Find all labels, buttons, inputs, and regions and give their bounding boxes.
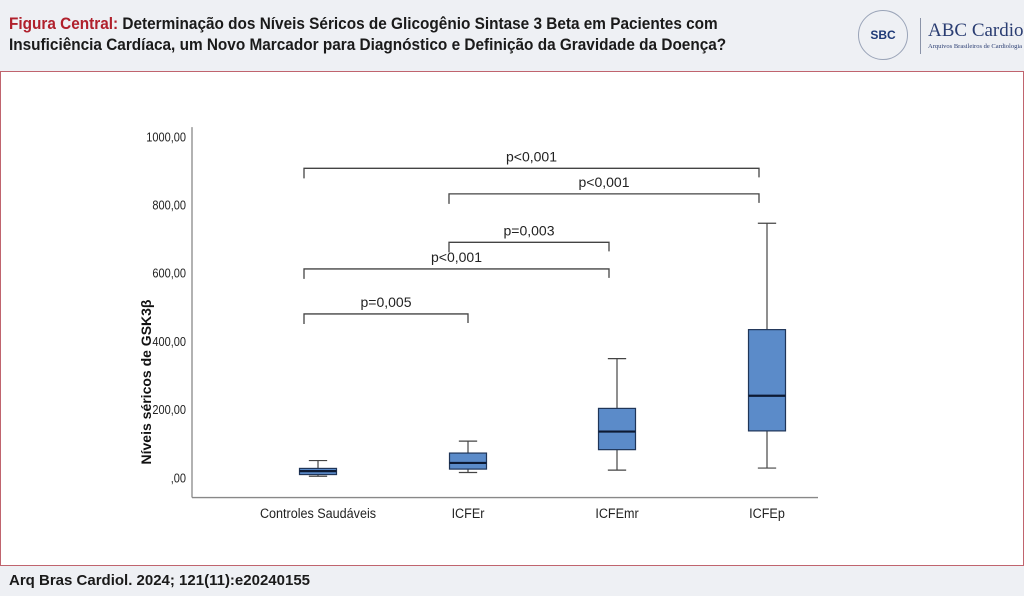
y-tick-label: 400,00 xyxy=(152,335,186,349)
logo-divider xyxy=(920,18,921,54)
p-value-label: p<0,001 xyxy=(506,148,557,164)
y-tick-label: 800,00 xyxy=(152,199,186,213)
figure-title: Figura Central: Determinação dos Níveis … xyxy=(9,14,772,56)
x-category-label: Controles Saudáveis xyxy=(260,505,376,521)
y-tick-label: ,00 xyxy=(171,472,187,486)
y-tick-label: 600,00 xyxy=(152,267,186,281)
p-value-label: p=0,003 xyxy=(504,222,555,238)
sbc-heart-logo-icon: SBC xyxy=(858,10,908,60)
sbc-logo-text: SBC xyxy=(870,28,896,42)
y-tick-label: 200,00 xyxy=(152,403,186,417)
y-tick-label: 1000,00 xyxy=(146,131,186,145)
figure-header: Figura Central: Determinação dos Níveis … xyxy=(0,0,1024,72)
significance-bracket xyxy=(303,167,760,179)
citation: Arq Bras Cardiol. 2024; 121(11):e2024015… xyxy=(9,572,311,589)
journal-name: ABC Cardiol xyxy=(928,20,1024,41)
figure-title-lead: Figura Central: xyxy=(9,15,119,33)
significance-bracket xyxy=(448,193,760,204)
significance-bracket xyxy=(303,268,610,279)
x-category-label: ICFEp xyxy=(749,505,785,521)
x-category-label: ICFEmr xyxy=(595,505,639,521)
journal-subtitle: Arquivos Brasileiros de Cardiologia xyxy=(928,43,1023,50)
box-iqr xyxy=(747,329,787,432)
box-iqr xyxy=(448,452,488,470)
p-value-label: p<0,001 xyxy=(431,249,482,265)
figure-title-text: Determinação dos Níveis Séricos de Glico… xyxy=(9,15,727,54)
significance-bracket xyxy=(303,313,469,324)
x-category-label: ICFEr xyxy=(452,505,485,521)
journal-logo: SBC ABC Cardiol Arquivos Brasileiros de … xyxy=(858,10,1024,62)
significance-bracket xyxy=(448,241,610,253)
figure-footer: Arq Bras Cardiol. 2024; 121(11):e2024015… xyxy=(0,565,1024,596)
p-value-label: p=0,005 xyxy=(361,294,412,310)
p-value-label: p<0,001 xyxy=(579,174,630,190)
y-axis-label: Níveis séricos de GSK3β xyxy=(138,299,154,464)
box-iqr xyxy=(597,407,637,451)
